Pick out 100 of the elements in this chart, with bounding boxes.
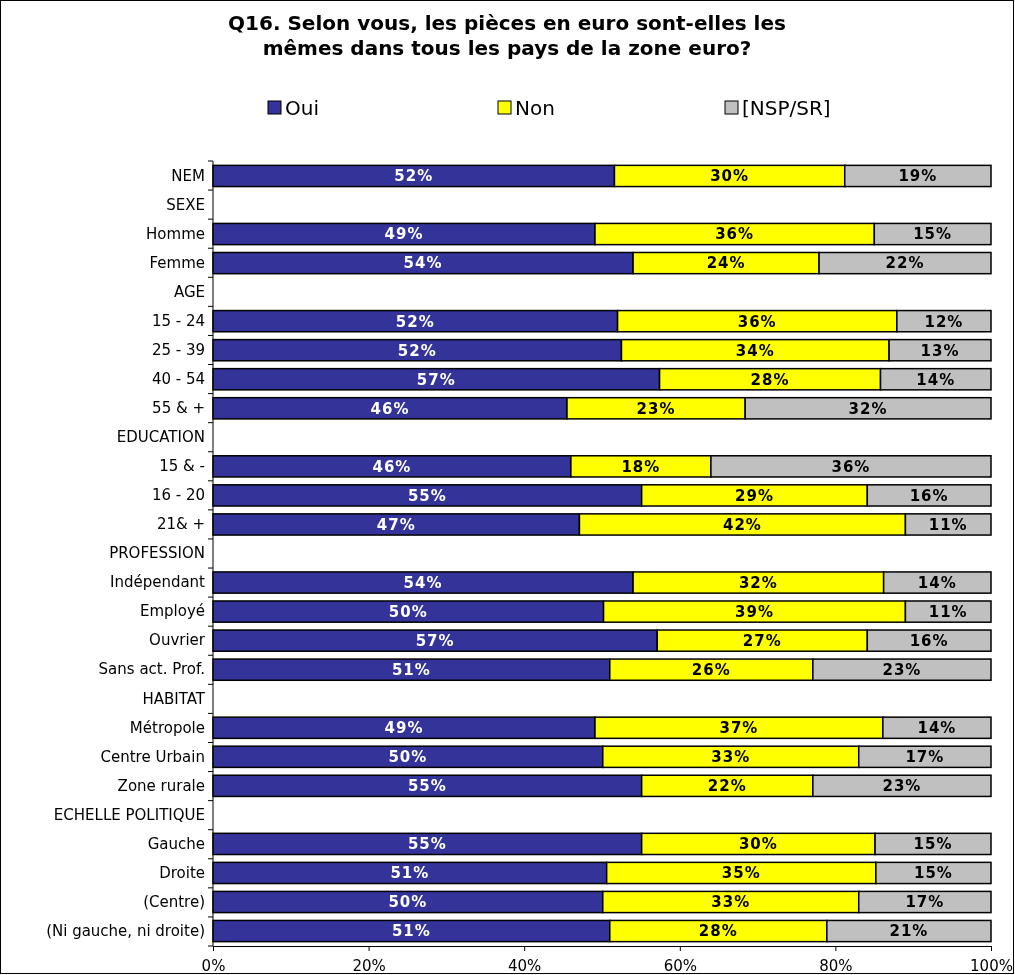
data-label: 11% xyxy=(928,602,968,621)
y-tick-label: Centre Urbain xyxy=(100,747,205,766)
x-tick-label: 80% xyxy=(819,956,853,975)
legend-label: Non xyxy=(515,96,555,121)
legend-label: [NSP/SR] xyxy=(742,96,831,121)
data-label: 47% xyxy=(376,515,416,534)
data-label: 35% xyxy=(721,864,761,883)
y-tick-label: Femme xyxy=(149,253,205,272)
data-label: 33% xyxy=(711,748,751,767)
x-tick-label: 40% xyxy=(508,956,542,975)
y-tick-label: Gauche xyxy=(147,834,205,853)
data-label: 22% xyxy=(885,254,925,273)
data-label: 54% xyxy=(403,573,443,592)
data-label: 33% xyxy=(711,893,751,912)
data-label: 23% xyxy=(882,777,922,796)
x-tick-label: 20% xyxy=(352,956,386,975)
data-label: 15% xyxy=(913,225,953,244)
data-label: 14% xyxy=(916,370,956,389)
y-tick-label: 16 - 20 xyxy=(151,486,205,505)
data-label: 23% xyxy=(882,661,922,680)
data-label: 50% xyxy=(388,893,428,912)
data-label: 57% xyxy=(415,632,455,651)
y-tick-label: Homme xyxy=(146,224,205,243)
data-label: 51% xyxy=(391,922,431,941)
y-tick-label: PROFESSION xyxy=(109,544,205,563)
data-label: 52% xyxy=(397,341,437,360)
data-label: 37% xyxy=(719,719,759,738)
data-label: 17% xyxy=(905,748,945,767)
y-tick-label: Employé xyxy=(139,602,205,621)
data-label: 28% xyxy=(698,922,738,941)
data-label: 12% xyxy=(924,312,964,331)
y-tick-label: SEXE xyxy=(166,195,205,214)
data-label: 15% xyxy=(913,864,953,883)
y-tick-label: HABITAT xyxy=(142,689,206,708)
data-label: 11% xyxy=(928,515,968,534)
data-label: 28% xyxy=(750,370,790,389)
data-label: 32% xyxy=(848,399,888,418)
data-label: 49% xyxy=(384,225,424,244)
data-label: 29% xyxy=(735,486,774,505)
data-label: 32% xyxy=(738,573,778,592)
data-label: 24% xyxy=(706,254,746,273)
data-label: 27% xyxy=(742,632,782,651)
data-label: 55% xyxy=(407,835,447,854)
data-label: 46% xyxy=(372,457,412,476)
data-label: 13% xyxy=(920,341,960,360)
data-label: 51% xyxy=(390,864,430,883)
data-label: 36% xyxy=(831,457,871,476)
data-label: 23% xyxy=(636,399,676,418)
y-tick-label: 55 & + xyxy=(152,399,205,418)
y-tick-label: Indépendant xyxy=(109,573,206,592)
data-label: 55% xyxy=(407,777,447,796)
x-tick-label: 0% xyxy=(201,956,226,975)
y-tick-label: Ouvrier xyxy=(149,631,206,650)
y-tick-label: Sans act. Prof. xyxy=(98,660,205,679)
y-tick-label: NEM xyxy=(171,166,205,185)
data-label: 14% xyxy=(917,719,957,738)
data-label: 52% xyxy=(395,312,435,331)
data-label: 46% xyxy=(370,399,410,418)
y-tick-label: 21& + xyxy=(156,515,205,534)
data-label: 17% xyxy=(905,893,945,912)
data-label: 14% xyxy=(917,573,957,592)
y-tick-label: Zone rurale xyxy=(117,776,205,795)
y-tick-label: 25 - 39 xyxy=(151,341,205,360)
y-tick-label: ECHELLE POLITIQUE xyxy=(53,805,205,824)
data-label: 36% xyxy=(715,225,755,244)
data-label: 54% xyxy=(403,254,443,273)
y-tick-label: Métropole xyxy=(129,718,205,737)
data-label: 15% xyxy=(913,835,953,854)
y-tick-label: 15 - 24 xyxy=(151,311,205,330)
legend-label: Oui xyxy=(285,96,319,121)
data-label: 16% xyxy=(909,632,949,651)
data-label: 18% xyxy=(621,457,661,476)
data-label: 49% xyxy=(384,719,424,738)
data-label: 51% xyxy=(391,661,431,680)
data-label: 16% xyxy=(909,486,949,505)
x-tick-label: 100% xyxy=(970,956,1013,975)
data-label: 39% xyxy=(735,602,774,621)
data-label: 57% xyxy=(416,370,456,389)
y-tick-label: (Centre) xyxy=(143,892,205,911)
data-label: 55% xyxy=(407,486,447,505)
data-label: 34% xyxy=(735,341,775,360)
y-tick-label: AGE xyxy=(173,282,205,301)
data-label: 19% xyxy=(898,167,938,186)
chart-title: Q16. Selon vous, les pièces en euro sont-elles les mêmes dans tous les pays de la zone euro? xyxy=(228,11,786,60)
data-label: 50% xyxy=(388,748,428,767)
y-tick-label: Droite xyxy=(159,863,205,882)
data-label: 21% xyxy=(889,922,929,941)
data-label: 30% xyxy=(710,167,750,186)
y-tick-label: EDUCATION xyxy=(116,428,205,447)
x-tick-label: 60% xyxy=(663,956,697,975)
y-tick-label: 15 & - xyxy=(159,457,205,476)
data-label: 42% xyxy=(722,515,762,534)
data-label: 36% xyxy=(737,312,777,331)
data-label: 52% xyxy=(394,167,434,186)
data-label: 22% xyxy=(707,777,747,796)
y-tick-label: 40 - 54 xyxy=(151,370,205,389)
data-label: 30% xyxy=(738,835,778,854)
y-tick-label: (Ni gauche, ni droite) xyxy=(46,921,205,940)
data-label: 50% xyxy=(388,602,428,621)
data-label: 26% xyxy=(691,661,731,680)
